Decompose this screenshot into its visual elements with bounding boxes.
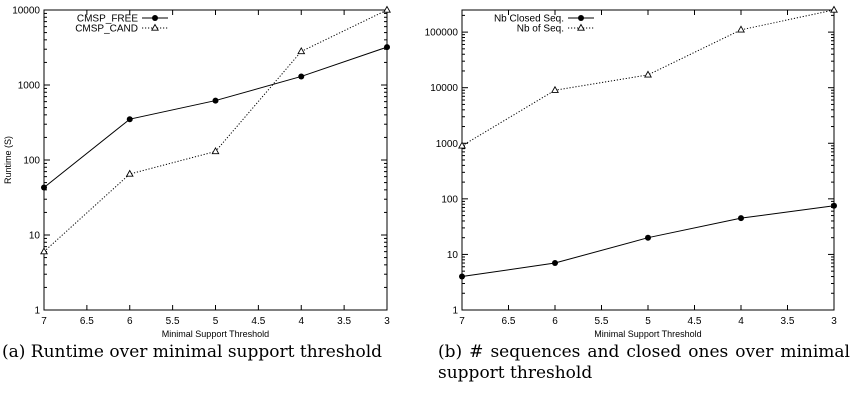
x-axis-title: Minimal Support Threshold bbox=[594, 329, 701, 339]
data-point-circle bbox=[831, 202, 837, 209]
plot-frame bbox=[461, 9, 835, 311]
chart-panel-runtime: 7 6.5 6 5.5 5 4.5 4 3.5 3 1 10 100 1000 10000 Minimal … bbox=[2, 5, 391, 362]
legend-label: Nb of Seq. bbox=[517, 24, 564, 35]
x-tick-label: 4.5 bbox=[251, 316, 265, 327]
data-point-circle bbox=[212, 97, 219, 104]
data-point-circle bbox=[298, 73, 305, 80]
legend-marker-circle bbox=[578, 15, 584, 21]
legend-marker-triangle bbox=[151, 23, 159, 31]
x-tick-label: 4 bbox=[738, 316, 744, 327]
data-point-triangle bbox=[551, 85, 559, 93]
data-point-triangle bbox=[40, 247, 48, 255]
data-point-triangle bbox=[211, 147, 220, 155]
x-tick-label: 3.5 bbox=[781, 316, 795, 327]
y-axis-title: Runtime (S) bbox=[3, 136, 13, 184]
x-tick-label: 6.5 bbox=[80, 316, 94, 327]
legend-label: CMSP_FREE bbox=[77, 14, 138, 25]
data-point-circle bbox=[459, 273, 465, 280]
legend-marker-circle bbox=[152, 15, 158, 21]
y-tick-label: 100 bbox=[23, 156, 40, 167]
series-line-0 bbox=[43, 46, 388, 188]
y-tick-label: 1000 bbox=[18, 81, 41, 92]
data-point-triangle bbox=[297, 47, 306, 55]
data-point-triangle bbox=[644, 70, 652, 78]
series-line-1 bbox=[43, 9, 388, 253]
x-tick-label: 5 bbox=[213, 316, 219, 327]
y-tick-label: 100000 bbox=[425, 28, 459, 39]
y-tick-label: 1 bbox=[34, 306, 40, 317]
y-tick-label: 1000 bbox=[436, 139, 459, 150]
y-tick-label: 1 bbox=[452, 306, 458, 317]
data-point-triangle bbox=[383, 5, 391, 13]
x-tick-label: 6.5 bbox=[502, 316, 516, 327]
data-point-triangle bbox=[458, 141, 466, 149]
data-point-circle bbox=[384, 44, 390, 51]
data-point-circle bbox=[41, 184, 47, 191]
x-tick-label: 6 bbox=[552, 316, 558, 327]
caption-runtime: (a) Runtime over minimal support thresho… bbox=[2, 342, 383, 362]
data-point-circle bbox=[552, 260, 558, 267]
sequences-chart: 7 6.5 6 5.5 5 4.5 4 3.5 3 1 10 100 1000 10000 100000 Mi… bbox=[425, 5, 838, 339]
x-tick-label: 4 bbox=[298, 316, 304, 327]
x-tick-label: 6 bbox=[127, 316, 133, 327]
series-line-0 bbox=[461, 205, 835, 278]
y-tick-label: 10 bbox=[29, 231, 41, 242]
chart-panel-sequences: 7 6.5 6 5.5 5 4.5 4 3.5 3 1 10 100 1000 10000 100000 Mi… bbox=[425, 0, 852, 398]
data-point-circle bbox=[738, 215, 744, 222]
data-point-circle bbox=[645, 234, 651, 241]
data-point-circle bbox=[126, 116, 133, 123]
y-tick-label: 10000 bbox=[12, 6, 40, 17]
y-tick-label: 10 bbox=[447, 250, 459, 261]
x-tick-label: 4.5 bbox=[688, 316, 702, 327]
x-tick-label: 7 bbox=[41, 316, 47, 327]
legend-marker-triangle bbox=[577, 23, 585, 31]
runtime-chart: 7 6.5 6 5.5 5 4.5 4 3.5 3 1 10 100 1000 10000 Minimal … bbox=[3, 5, 391, 339]
x-axis-title: Minimal Support Threshold bbox=[162, 329, 269, 339]
data-point-triangle bbox=[125, 169, 134, 177]
legend-label: Nb Closed Seq. bbox=[494, 14, 564, 25]
x-tick-label: 3 bbox=[384, 316, 390, 327]
series-line-1 bbox=[461, 9, 835, 147]
x-tick-label: 3 bbox=[831, 316, 837, 327]
x-tick-label: 7 bbox=[459, 316, 465, 327]
x-tick-label: 5.5 bbox=[166, 316, 180, 327]
x-tick-label: 5 bbox=[645, 316, 651, 327]
data-point-triangle bbox=[830, 5, 838, 13]
y-tick-label: 10000 bbox=[430, 83, 458, 94]
plot-frame bbox=[43, 9, 388, 311]
x-tick-label: 3.5 bbox=[337, 316, 351, 327]
caption-sequences: (b) # sequences and closed ones over min… bbox=[438, 342, 850, 383]
x-tick-label: 5.5 bbox=[595, 316, 609, 327]
y-tick-label: 100 bbox=[441, 194, 458, 205]
legend-label: CMSP_CAND bbox=[75, 24, 138, 35]
data-point-triangle bbox=[737, 25, 745, 33]
